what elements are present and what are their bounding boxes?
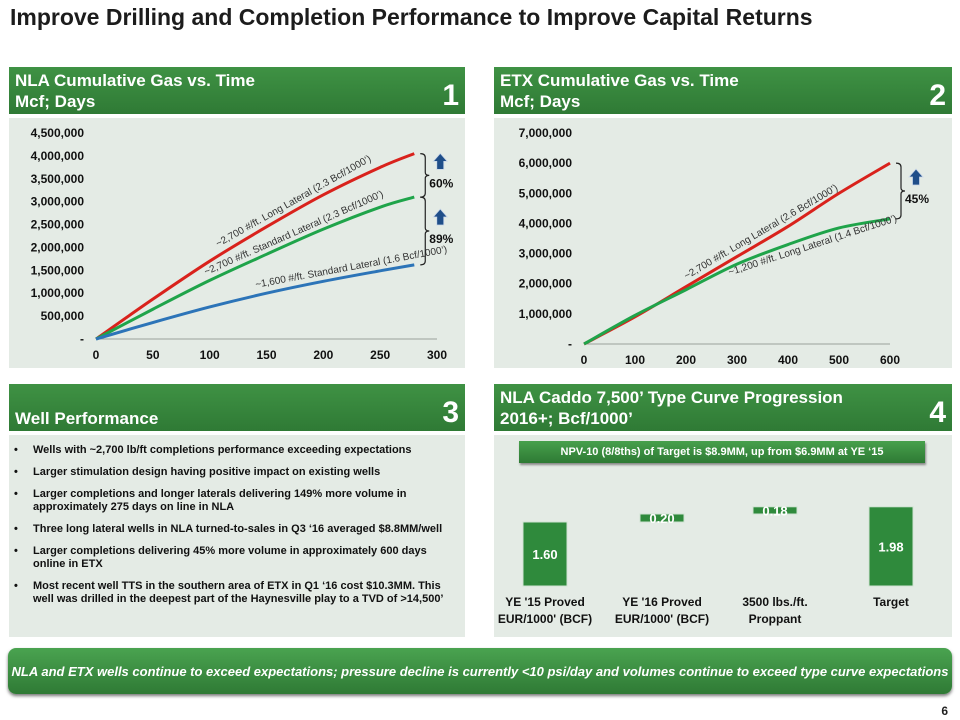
- bracket-line: [420, 153, 430, 198]
- x-tick-label: 500: [829, 353, 849, 367]
- page-title: Improve Drilling and Completion Performa…: [10, 4, 813, 30]
- panel-2-header: ETX Cumulative Gas vs. Time Mcf; Days 2: [494, 67, 952, 114]
- y-tick-label: 3,000,000: [31, 195, 85, 209]
- panel-3-title: Well Performance: [15, 409, 159, 428]
- waterfall-bar: [522, 521, 568, 587]
- waterfall-bar: [752, 506, 798, 515]
- well-performance-bullets: Wells with ~2,700 lb/ft completions perf…: [14, 444, 452, 615]
- y-tick-label: 3,500,000: [31, 172, 85, 186]
- y-tick-label: 2,000,000: [31, 240, 85, 254]
- y-tick-label: 5,000,000: [519, 186, 573, 200]
- panel-2-chart-area: 0 100 200 300 400 500 600 - 1,000,000 2,000,000 3,…: [494, 118, 952, 368]
- y-tick-label: 4,500,000: [31, 126, 85, 140]
- bar-value-label: 1.60: [532, 547, 557, 562]
- bar-value-label: 1.98: [878, 539, 903, 554]
- panel-1-title-line1: NLA Cumulative Gas vs. Time: [15, 71, 255, 90]
- etx-cumulative-gas-chart: 0 100 200 300 400 500 600 - 1,000,000 2,000,000 3,…: [519, 126, 930, 367]
- page-number: 6: [941, 704, 948, 718]
- category-label: EUR/1000' (BCF): [615, 612, 709, 626]
- y-tick-label: 3,000,000: [519, 247, 573, 261]
- x-tick-label: 0: [581, 353, 588, 367]
- bullet-item: Larger completions delivering 45% more v…: [14, 545, 452, 571]
- panel-3-header: Well Performance 3: [9, 384, 465, 431]
- waterfall-bar: [639, 513, 685, 523]
- up-arrow-icon: [432, 208, 449, 226]
- x-tick-label: 150: [256, 348, 276, 362]
- panel-4-header: NLA Caddo 7,500’ Type Curve Progression …: [494, 384, 952, 431]
- bullet-item: Wells with ~2,700 lb/ft completions perf…: [14, 444, 452, 457]
- panel-1-header: NLA Cumulative Gas vs. Time Mcf; Days 1: [9, 67, 465, 114]
- series-line: [95, 263, 415, 341]
- panel-4-title-line2: 2016+; Bcf/1000’: [500, 409, 633, 428]
- series-line: [95, 152, 415, 341]
- nla-cumulative-gas-chart: 0 50 100 150 200 250 300 - 500,000 1,000,000 1,500…: [31, 126, 454, 362]
- x-tick-label: 400: [778, 353, 798, 367]
- up-arrow-icon: [908, 168, 924, 186]
- y-tick-label: 500,000: [41, 309, 85, 323]
- x-tick-label: 250: [370, 348, 390, 362]
- npv-callout: NPV-10 (8/8ths) of Target is $8.9MM, up …: [519, 441, 925, 463]
- bar-value-label: 0.18: [762, 503, 787, 518]
- bullet-item: Three long lateral wells in NLA turned-t…: [14, 523, 452, 536]
- category-label: Proppant: [749, 612, 802, 626]
- y-tick-label: 1,000,000: [519, 307, 573, 321]
- panel-1-title-line2: Mcf; Days: [15, 92, 96, 111]
- improvement-label: 60%: [429, 176, 453, 190]
- category-label: Target: [873, 595, 909, 609]
- bullet-item: Larger stimulation design having positiv…: [14, 466, 452, 479]
- y-tick-label: 1,500,000: [31, 263, 85, 277]
- category-label: 3500 lbs./ft.: [742, 595, 807, 609]
- x-tick-label: 0: [93, 348, 100, 362]
- series-label: ~1,600 #/ft. Standard Lateral (1.6 Bcf/1…: [254, 244, 448, 290]
- panel-2-number: 2: [929, 79, 946, 112]
- x-tick-label: 300: [427, 348, 447, 362]
- panel-1-number: 1: [442, 79, 459, 112]
- x-tick-label: 600: [880, 353, 900, 367]
- x-tick-label: 300: [727, 353, 747, 367]
- category-label: EUR/1000' (BCF): [498, 612, 592, 626]
- panel-4-number: 4: [929, 396, 946, 429]
- up-arrow-icon: [432, 152, 449, 170]
- category-label: YE '15 Proved: [505, 595, 585, 609]
- series-line: [95, 195, 415, 341]
- x-tick-label: 200: [676, 353, 696, 367]
- improvement-label: 89%: [429, 232, 453, 246]
- type-curve-waterfall-chart: 1.60 0.20 0.18 1.98 YE '15 Proved EUR/1000' (…: [498, 503, 914, 626]
- series-line: [583, 217, 891, 346]
- y-tick-label: 6,000,000: [519, 156, 573, 170]
- y-tick-label: 1,000,000: [31, 286, 85, 300]
- panel-3-number: 3: [442, 396, 459, 429]
- bullet-item: Larger completions and longer laterals d…: [14, 488, 452, 514]
- panel-2-title-line1: ETX Cumulative Gas vs. Time: [500, 71, 739, 90]
- x-tick-label: 200: [313, 348, 333, 362]
- y-tick-label: -: [568, 337, 572, 351]
- footer-banner: NLA and ETX wells continue to exceed exp…: [8, 648, 952, 694]
- x-tick-label: 100: [200, 348, 220, 362]
- bracket-line: [895, 162, 906, 220]
- y-tick-label: 2,000,000: [519, 277, 573, 291]
- bullet-item: Most recent well TTS in the southern are…: [14, 580, 452, 606]
- panel-4-title-line1: NLA Caddo 7,500’ Type Curve Progression: [500, 388, 843, 407]
- x-tick-label: 50: [146, 348, 160, 362]
- y-tick-label: -: [80, 332, 84, 346]
- panel-1-chart-area: 0 50 100 150 200 250 300 - 500,000 1,000,000 1,500…: [9, 118, 465, 368]
- bar-value-label: 0.20: [649, 511, 674, 526]
- x-tick-label: 100: [625, 353, 645, 367]
- improvement-label: 45%: [905, 192, 929, 206]
- panel-4-body: 1.60 0.20 0.18 1.98 YE '15 Proved EUR/1000' (…: [494, 435, 952, 637]
- y-tick-label: 4,000,000: [31, 149, 85, 163]
- panel-2-title-line2: Mcf; Days: [500, 92, 581, 111]
- y-tick-label: 4,000,000: [519, 216, 573, 230]
- y-tick-label: 7,000,000: [519, 126, 573, 140]
- category-label: YE '16 Proved: [622, 595, 702, 609]
- y-tick-label: 2,500,000: [31, 218, 85, 232]
- waterfall-bar: [868, 506, 914, 587]
